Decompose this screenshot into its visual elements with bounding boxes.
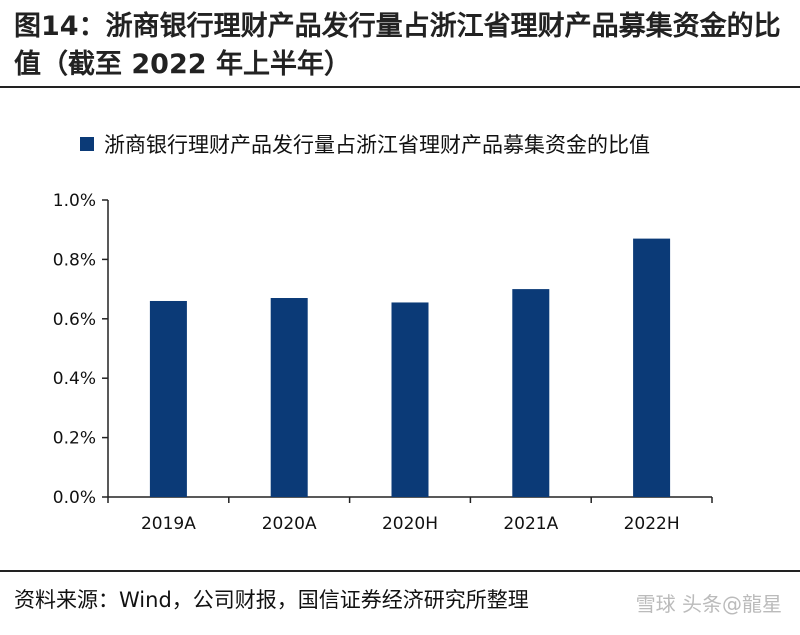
bar bbox=[512, 289, 550, 497]
source-divider bbox=[0, 570, 800, 572]
x-tick-label: 2019A bbox=[141, 514, 196, 534]
figure-title: 图14：浙商银行理财产品发行量占浙江省理财产品募集资金的比值（截至 2022 年… bbox=[14, 11, 781, 80]
bar bbox=[633, 238, 671, 498]
x-tick-label: 2022H bbox=[624, 514, 680, 534]
bar bbox=[149, 300, 187, 497]
y-tick-label: 0.2% bbox=[53, 429, 96, 449]
y-tick-label: 0.8% bbox=[53, 250, 96, 270]
x-tick-label: 2020H bbox=[382, 514, 438, 534]
bar bbox=[270, 298, 308, 497]
source-note: 资料来源：Wind，公司财报，国信证券经济研究所整理 bbox=[14, 588, 529, 612]
legend-label: 浙商银行理财产品发行量占浙江省理财产品募集资金的比值 bbox=[104, 133, 650, 157]
x-tick-label: 2020A bbox=[262, 514, 317, 534]
bar bbox=[391, 302, 429, 497]
chart-legend: 浙商银行理财产品发行量占浙江省理财产品募集资金的比值 bbox=[80, 129, 650, 159]
x-tick-label: 2021A bbox=[503, 514, 558, 534]
y-tick-label: 0.6% bbox=[53, 310, 96, 330]
legend-swatch bbox=[80, 137, 94, 151]
y-tick-label: 0.0% bbox=[53, 488, 96, 508]
watermark: 雪球 头条@龍星 bbox=[635, 592, 782, 616]
y-tick-label: 0.4% bbox=[53, 369, 96, 389]
title-divider bbox=[0, 86, 800, 88]
y-tick-label: 1.0% bbox=[53, 191, 96, 211]
